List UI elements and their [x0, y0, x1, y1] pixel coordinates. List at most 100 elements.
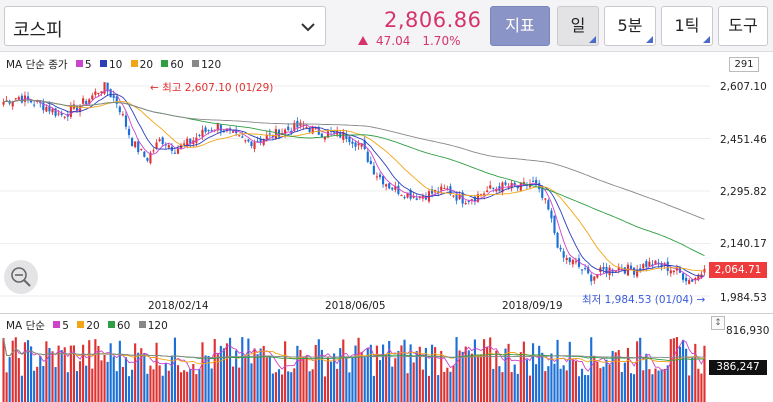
volume-bar: [486, 347, 489, 402]
volume-bar: [697, 368, 700, 402]
volume-bar: [207, 355, 210, 402]
volume-bar: [645, 353, 648, 402]
zoom-out-button[interactable]: [4, 260, 38, 294]
resize-handle-icon[interactable]: ↕: [711, 316, 725, 330]
volume-bar: [495, 350, 498, 402]
tools-button[interactable]: 도구: [718, 6, 768, 46]
volume-bar: [375, 345, 379, 402]
candle-body: [232, 131, 235, 133]
volume-bar: [176, 365, 180, 402]
candle-body: [369, 160, 372, 165]
ma120-swatch: [192, 60, 200, 67]
candle-body: [636, 269, 639, 277]
candle-body: [562, 251, 565, 258]
volume-bar: [584, 375, 587, 402]
candle-body: [440, 186, 443, 191]
volume-bar: [63, 347, 66, 402]
volume-bar: [48, 347, 51, 402]
price-chart[interactable]: [0, 56, 710, 312]
candle-body: [290, 130, 293, 133]
volume-bar: [293, 368, 296, 402]
volume-bar: [5, 372, 8, 402]
candle-body: [63, 116, 66, 118]
volume-bar: [672, 338, 675, 402]
vma60-swatch: [108, 321, 115, 328]
candle-body: [161, 137, 164, 144]
candle-body: [495, 188, 498, 192]
volume-bar: [479, 354, 483, 402]
volume-bar: [531, 343, 535, 402]
volume-bar: [513, 364, 516, 402]
candle-body: [305, 127, 308, 129]
candle-count-box[interactable]: 291: [729, 57, 759, 72]
volume-bar: [91, 368, 94, 402]
volume-bar: [225, 343, 229, 402]
ma5-swatch: [75, 60, 83, 67]
vma120-swatch: [138, 321, 146, 328]
price-legend[interactable]: MA 단순 종가 5 10 20 60 120: [6, 57, 221, 72]
ma10-label: 10: [108, 59, 123, 71]
ma20-swatch: [130, 60, 138, 67]
volume-bar: [458, 350, 461, 402]
price-axis-label: 2,140.17: [720, 238, 767, 250]
candle-body: [97, 92, 100, 95]
candle-body: [131, 138, 134, 147]
volume-bar: [565, 370, 568, 402]
volume-bar: [596, 361, 599, 402]
vma5-label: 5: [62, 320, 69, 332]
indicator-button[interactable]: 지표: [490, 6, 550, 46]
volume-last-tag: 386,247: [709, 360, 767, 375]
volume-bar: [541, 352, 544, 402]
volume-bar: [397, 350, 400, 402]
candle-body: [394, 185, 397, 190]
volume-bar: [152, 369, 155, 402]
candle-body: [602, 266, 605, 270]
candle-body: [268, 133, 271, 135]
volume-bar: [186, 371, 189, 402]
volume-bar: [498, 366, 501, 402]
volume-legend[interactable]: MA 단순 5 20 60 120: [6, 318, 168, 333]
candle-body: [516, 186, 519, 189]
candle-body: [253, 142, 256, 149]
volume-bar: [219, 345, 222, 402]
ma120-label: 120: [201, 59, 222, 71]
candle-body: [183, 143, 186, 145]
volume-bar: [614, 352, 617, 402]
volume-bar: [183, 370, 186, 402]
day-button[interactable]: 일: [557, 6, 599, 46]
candle-body: [118, 106, 121, 113]
change-value: 47.04: [376, 34, 411, 48]
minute-button[interactable]: 5분: [604, 6, 656, 46]
volume-bar: [666, 365, 669, 402]
index-selector[interactable]: 코스피: [4, 6, 326, 46]
candle-body: [271, 135, 274, 138]
volume-bar: [75, 371, 79, 402]
volume-bar: [378, 360, 382, 402]
volume-bar: [685, 348, 688, 402]
candle-body: [311, 126, 314, 134]
candle-body: [225, 129, 229, 131]
ma60-swatch: [161, 60, 169, 67]
volume-bar: [528, 375, 532, 402]
candle-body: [247, 139, 250, 142]
volume-bar: [262, 345, 265, 402]
candle-body: [611, 270, 614, 272]
candle-body: [137, 141, 140, 153]
volume-bar: [195, 374, 198, 402]
candle-body: [409, 189, 412, 199]
candle-body: [657, 262, 660, 265]
volume-bar: [669, 339, 672, 402]
volume-bar: [519, 352, 522, 402]
volume-bar: [305, 355, 308, 402]
volume-bar: [348, 372, 351, 402]
tick-button[interactable]: 1틱: [661, 6, 713, 46]
volume-bar: [504, 348, 507, 402]
candle-body: [531, 180, 535, 182]
volume-bar: [587, 375, 590, 402]
candle-body: [378, 174, 382, 178]
volume-bar: [60, 350, 63, 402]
candle-body: [556, 232, 559, 248]
ma60-line: [3, 99, 705, 257]
candle-body: [452, 195, 455, 197]
candle-body: [372, 165, 375, 175]
